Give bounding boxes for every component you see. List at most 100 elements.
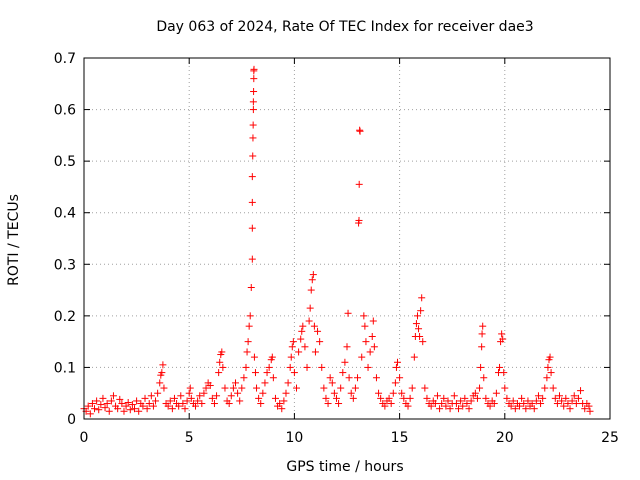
data-point	[539, 394, 547, 402]
data-point	[343, 343, 351, 351]
data-point	[308, 276, 316, 284]
data-point	[306, 304, 314, 312]
data-point	[351, 384, 359, 392]
data-point	[478, 330, 486, 338]
data-point	[175, 402, 183, 410]
data-point	[400, 394, 408, 402]
data-point	[149, 402, 157, 410]
data-point	[322, 394, 330, 402]
data-point	[480, 374, 488, 382]
x-tick-label: 20	[496, 430, 514, 446]
data-point	[459, 402, 467, 410]
data-point	[444, 397, 452, 405]
data-point	[586, 407, 594, 415]
data-point	[101, 404, 109, 412]
plot-frame	[83, 57, 611, 420]
data-point	[416, 332, 424, 340]
data-point	[436, 405, 444, 413]
data-point	[530, 405, 538, 413]
data-point	[577, 387, 585, 395]
data-point	[507, 402, 515, 410]
data-point	[248, 173, 256, 181]
data-point	[314, 327, 322, 335]
data-point	[385, 394, 393, 402]
data-point	[202, 384, 210, 392]
x-axis-ticks: 0 5 10 15 20 25	[80, 58, 619, 446]
data-point	[245, 322, 253, 330]
data-point	[107, 397, 115, 405]
data-point	[164, 402, 172, 410]
data-point	[572, 400, 580, 408]
data-point	[309, 271, 317, 279]
data-point	[114, 405, 122, 413]
data-point	[417, 307, 425, 315]
data-point	[354, 374, 362, 382]
data-point	[293, 384, 301, 392]
x-axis-label: GPS time / hours	[286, 459, 403, 475]
data-point	[467, 397, 475, 405]
data-point	[289, 338, 297, 346]
data-point	[330, 389, 338, 397]
data-point	[431, 400, 439, 408]
data-point	[415, 325, 423, 333]
data-point	[215, 369, 223, 377]
data-point	[438, 400, 446, 408]
data-point	[221, 384, 229, 392]
data-point	[250, 88, 258, 96]
data-point	[339, 369, 347, 377]
data-point	[344, 309, 352, 317]
data-point	[196, 392, 204, 400]
data-point	[103, 400, 111, 408]
data-point	[287, 353, 295, 361]
data-point	[347, 389, 355, 397]
data-point	[86, 410, 94, 418]
data-point	[482, 394, 490, 402]
data-point	[249, 106, 257, 114]
data-point	[159, 361, 167, 369]
data-point	[147, 392, 155, 400]
data-point	[282, 389, 290, 397]
data-point	[109, 392, 117, 400]
data-point	[364, 363, 372, 371]
data-point	[455, 405, 463, 413]
data-point	[305, 317, 313, 325]
x-tick-label: 15	[391, 430, 409, 446]
data-point	[562, 394, 570, 402]
data-point	[298, 327, 306, 335]
data-point	[408, 384, 416, 392]
data-point	[477, 363, 485, 371]
data-point	[99, 394, 107, 402]
data-point	[116, 395, 124, 403]
data-point	[210, 400, 218, 408]
data-point	[249, 134, 257, 142]
data-point	[568, 397, 576, 405]
data-point	[198, 400, 206, 408]
data-point	[337, 384, 345, 392]
data-point	[236, 397, 244, 405]
data-point	[208, 394, 216, 402]
data-point	[244, 338, 252, 346]
data-point	[440, 394, 448, 402]
data-point	[286, 363, 294, 371]
data-point	[361, 322, 369, 330]
data-point	[328, 379, 336, 387]
data-point	[541, 384, 549, 392]
x-tick-label: 25	[601, 430, 619, 446]
data-point	[479, 322, 487, 330]
data-point	[248, 198, 256, 206]
data-point	[486, 402, 494, 410]
data-point	[465, 405, 473, 413]
data-point	[393, 358, 401, 366]
data-point	[362, 338, 370, 346]
data-point	[246, 312, 254, 320]
data-point	[181, 405, 189, 413]
data-point	[511, 405, 519, 413]
data-point	[520, 400, 528, 408]
data-point	[372, 374, 380, 382]
y-axis-ticks: 0 0.1 0.2 0.3 0.4 0.5 0.6 0.7	[54, 51, 610, 428]
data-point	[271, 394, 279, 402]
data-point	[501, 384, 509, 392]
data-point	[446, 405, 454, 413]
data-point	[406, 394, 414, 402]
